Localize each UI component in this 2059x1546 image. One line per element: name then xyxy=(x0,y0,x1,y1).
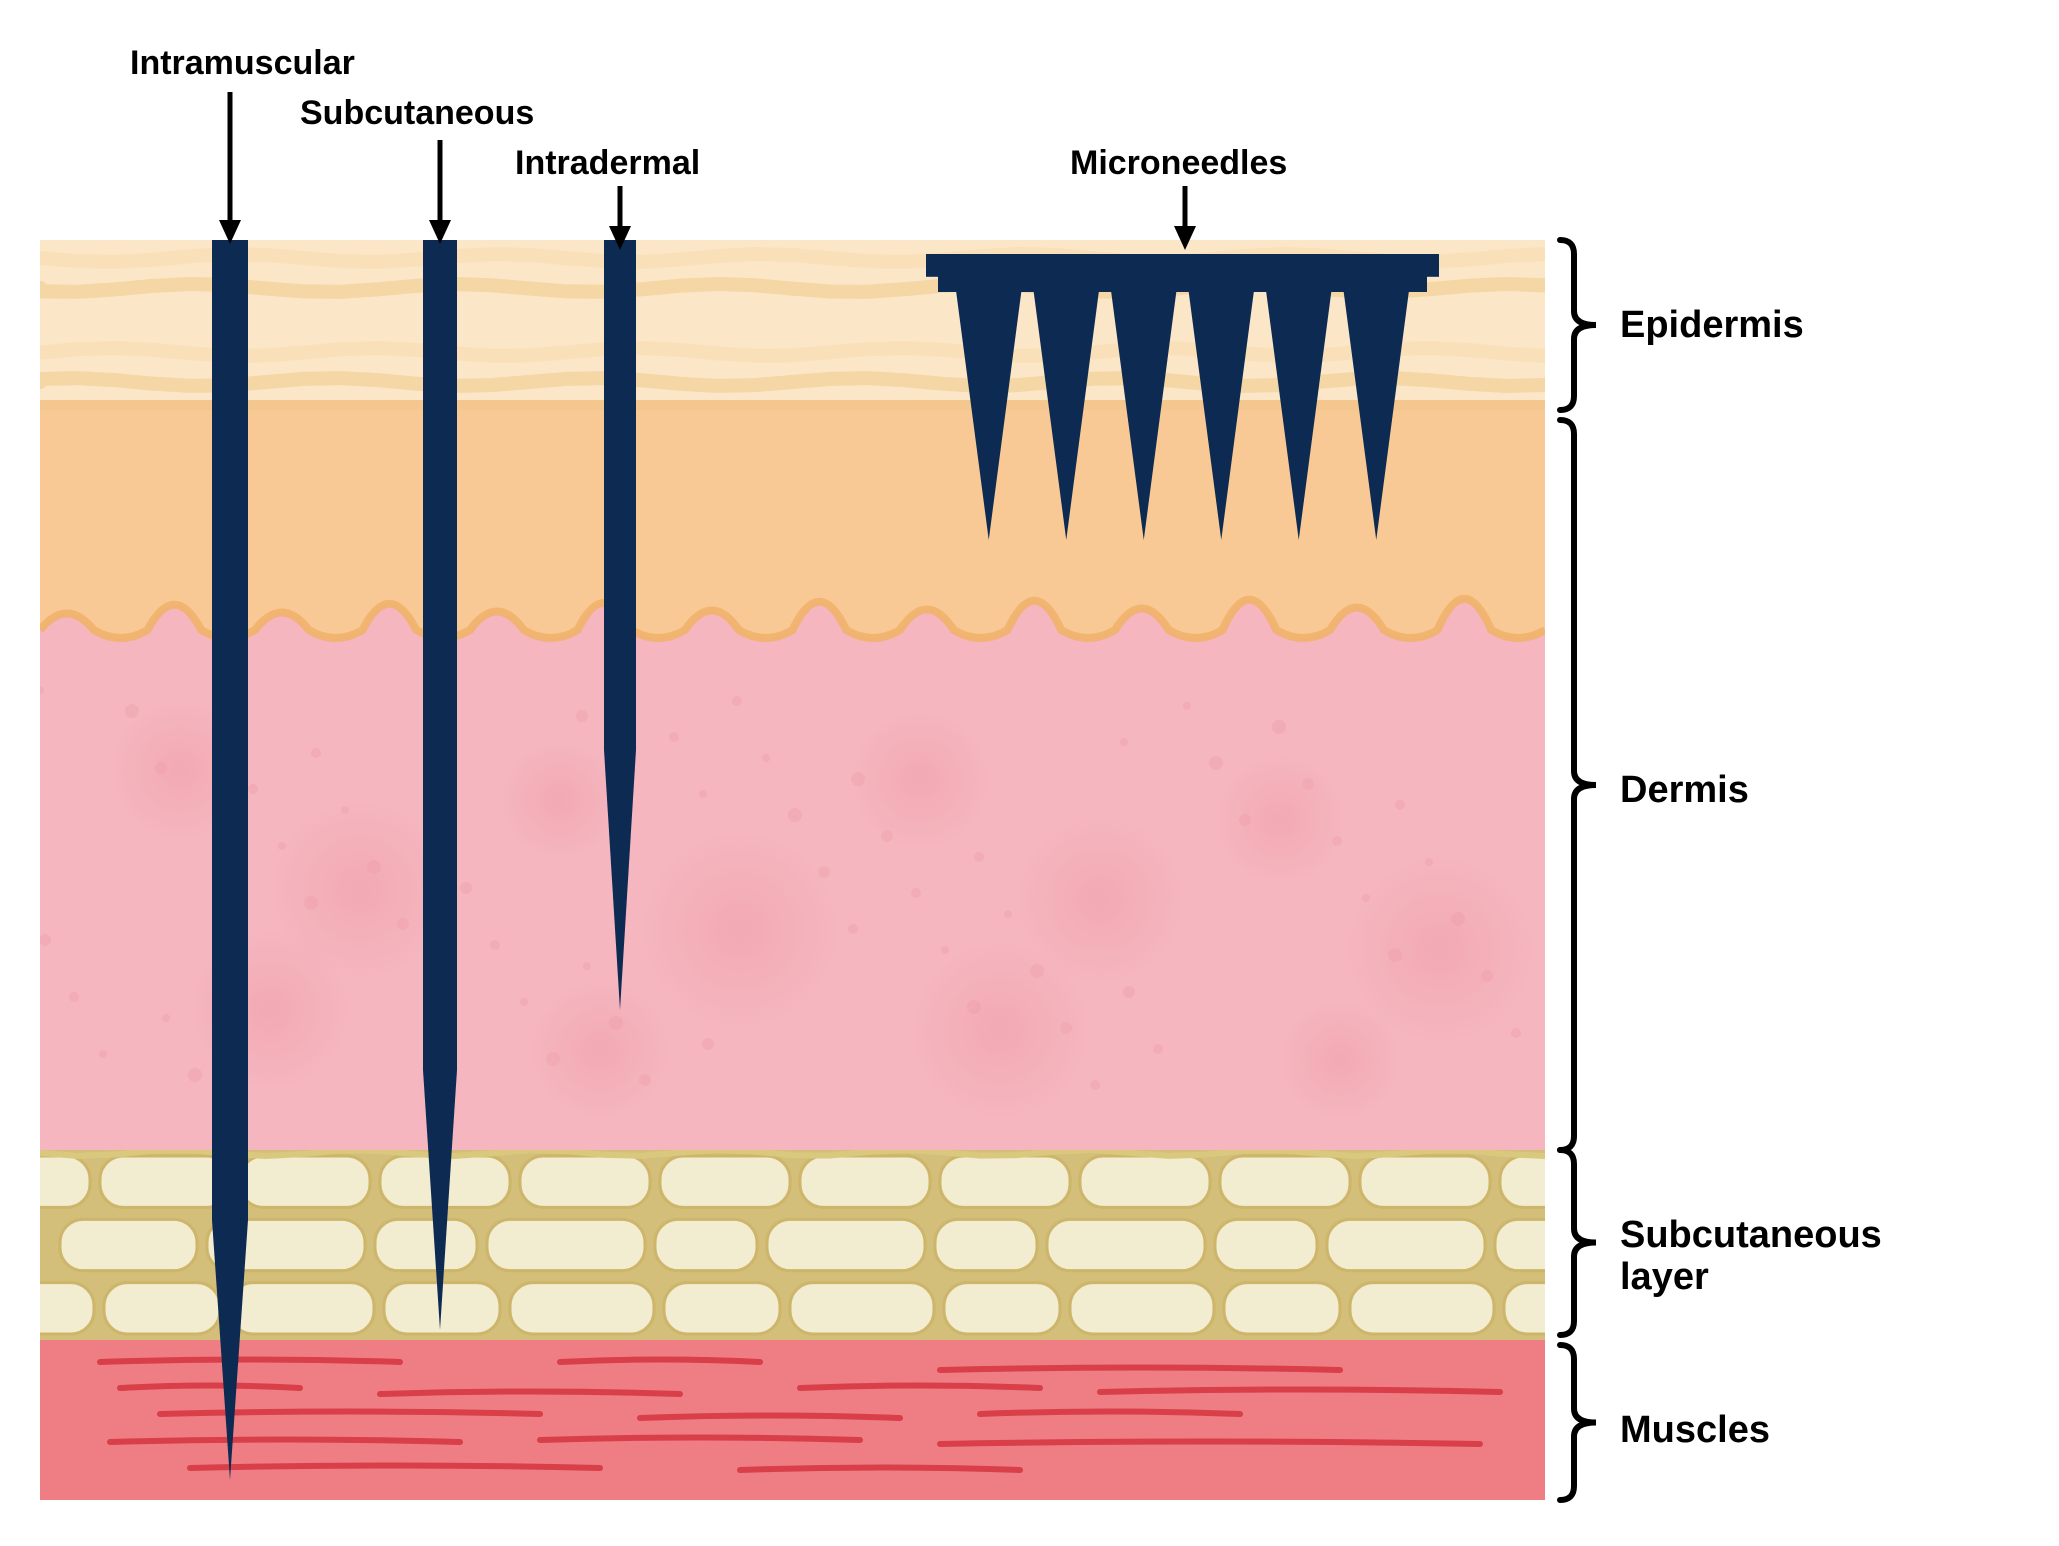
diagram-svg xyxy=(0,0,2059,1546)
layer-label-dermis: Dermis xyxy=(1620,770,1749,812)
needle-intramuscular xyxy=(212,234,248,1480)
label-subcutaneous: Subcutaneous xyxy=(300,95,534,132)
layer-label-epidermis: Epidermis xyxy=(1620,305,1804,347)
label-intramuscular: Intramuscular xyxy=(130,45,355,82)
layer-label-subcutaneous: Subcutaneouslayer xyxy=(1620,1215,1882,1299)
layer-label-muscles: Muscles xyxy=(1620,1410,1770,1452)
label-microneedles: Microneedles xyxy=(1070,145,1287,182)
label-intradermal: Intradermal xyxy=(515,145,700,182)
diagram-stage: Intramuscular Subcutaneous Intradermal M… xyxy=(0,0,2059,1546)
